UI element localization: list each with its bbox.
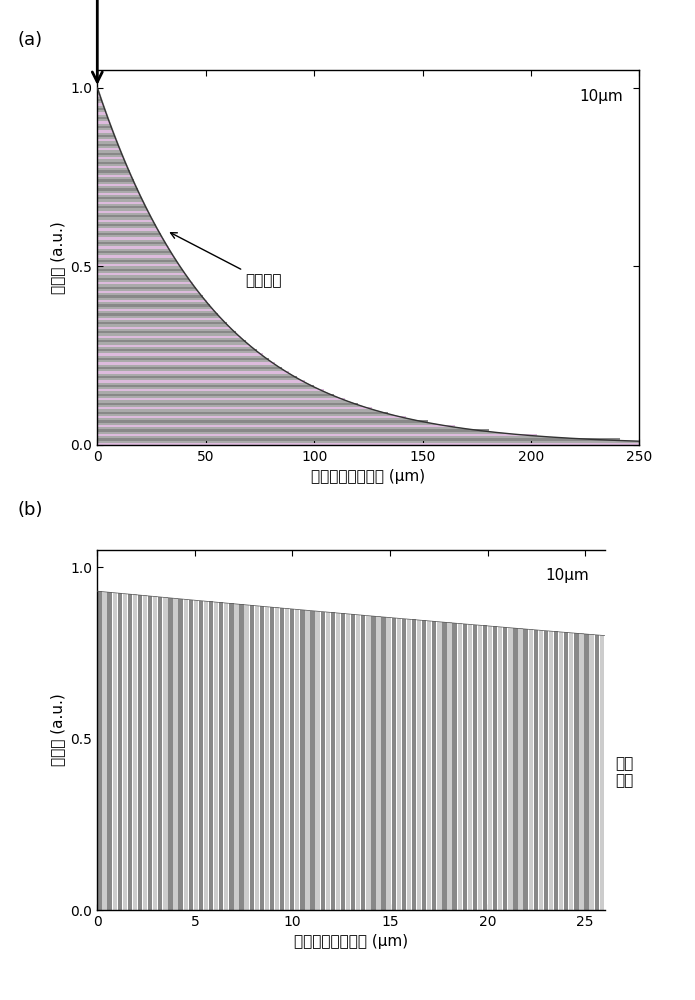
- Text: 10μm: 10μm: [580, 89, 623, 104]
- X-axis label: 光纤纵向上的距离 (μm): 光纤纵向上的距离 (μm): [311, 469, 425, 484]
- Y-axis label: 光强度 (a.u.): 光强度 (a.u.): [50, 694, 65, 766]
- Text: 10μm: 10μm: [546, 568, 589, 583]
- Text: 干涉图样: 干涉图样: [170, 233, 281, 288]
- X-axis label: 光纤纵向上的距离 (μm): 光纤纵向上的距离 (μm): [294, 934, 408, 949]
- Text: (a): (a): [17, 31, 42, 49]
- Text: (b): (b): [17, 501, 43, 519]
- Y-axis label: 光强度 (a.u.): 光强度 (a.u.): [50, 221, 65, 294]
- Text: 干涉
图样: 干涉 图样: [615, 756, 633, 788]
